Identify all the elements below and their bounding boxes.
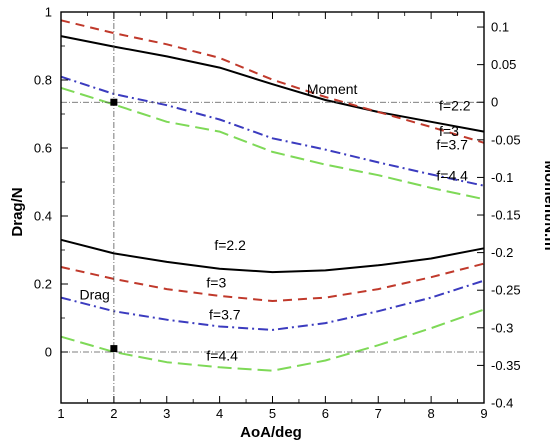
y-right-tick-label: 0.05: [491, 57, 516, 72]
y-right-tick-label: -0.1: [491, 170, 513, 185]
series-line-drag-7: [60, 308, 485, 372]
y-axis-left-title: Drag/N: [9, 187, 26, 236]
axis-ticks: [60, 11, 485, 404]
annotation-label: f=2.2: [439, 98, 471, 114]
x-axis-title: AoA/deg: [240, 424, 302, 441]
y-left-tick-label: 0.2: [34, 277, 52, 292]
series-line-moment-3: [60, 86, 485, 201]
x-tick-label: 8: [428, 406, 435, 421]
series-line-moment-2: [60, 75, 485, 187]
annotation-label: f=3: [439, 123, 459, 139]
annotation-label: f=4.4: [206, 348, 238, 364]
x-tick-label: 5: [269, 406, 276, 421]
x-tick-label: 7: [375, 406, 382, 421]
y-right-tick-label: -0.25: [491, 283, 521, 298]
y-left-tick-label: 0.6: [34, 141, 52, 156]
y-left-tick-label: 0.8: [34, 73, 52, 88]
series-line-drag-4: [60, 238, 485, 274]
annotation-label: Moment: [307, 81, 358, 97]
y-right-tick-label: -0.15: [491, 208, 521, 223]
series-line-drag-6: [60, 279, 485, 331]
data-marker-0: [110, 98, 118, 106]
y-right-tick-label: -0.2: [491, 245, 513, 260]
x-tick-label: 9: [480, 406, 487, 421]
x-tick-label: 6: [322, 406, 329, 421]
y-left-tick-label: 0.4: [34, 209, 52, 224]
series-line-moment-1: [60, 19, 485, 144]
data-marker-1: [110, 345, 118, 353]
series-lines: [60, 19, 485, 372]
markers: [110, 98, 118, 353]
y-right-tick-label: -0.4: [491, 396, 513, 411]
plot-frame-rect: [60, 11, 485, 404]
reference-lines: [61, 12, 484, 403]
x-tick-label: 1: [57, 406, 64, 421]
series-line-moment-0: [60, 35, 485, 133]
y-right-tick-label: -0.3: [491, 320, 513, 335]
annotation-label: f=3: [206, 274, 226, 290]
chart-text: 1 2 3 4 5 6 7 8 9 0 0.2 0.4 0.6 0.8 1 -0.4 -0.35 -0.3 -0.2…: [34, 5, 521, 422]
series-line-drag-5: [60, 262, 485, 302]
plot-frame: [60, 11, 485, 404]
x-tick-label: 2: [110, 406, 117, 421]
annotation-label: f=4.4: [436, 167, 468, 183]
y-left-tick-label: 0: [45, 345, 52, 360]
annotation-label: Drag: [80, 286, 110, 302]
x-tick-label: 3: [163, 406, 170, 421]
x-tick-label: 4: [216, 406, 223, 421]
y-left-tick-label: 1: [45, 5, 52, 20]
annotation-label: f=3.7: [209, 307, 241, 323]
annotation-label: f=3.7: [436, 137, 468, 153]
y-axis-right-title: Moment/N.m⁻¹: [541, 161, 550, 264]
y-right-tick-label: 0: [491, 95, 498, 110]
annotation-label: f=2.2: [214, 237, 246, 253]
y-right-tick-label: 0.1: [491, 20, 509, 35]
y-right-tick-label: -0.35: [491, 358, 521, 373]
y-right-tick-label: -0.05: [491, 132, 521, 147]
